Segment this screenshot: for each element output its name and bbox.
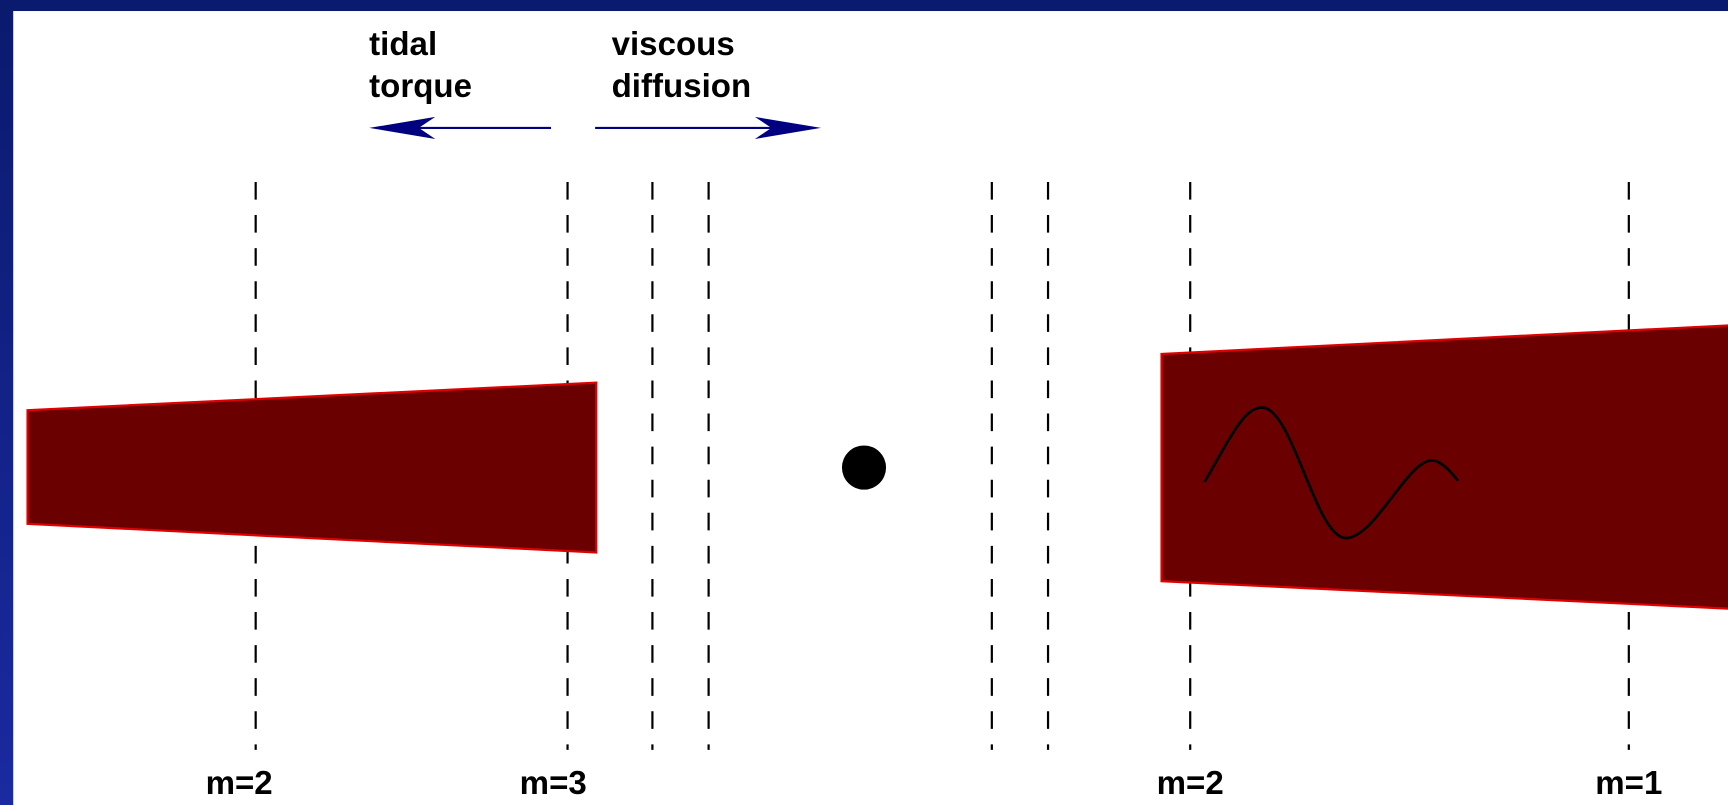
resonance-label: m=2: [206, 765, 273, 802]
arrow-label: viscous: [612, 26, 735, 63]
inner-disk: [26, 381, 598, 554]
arrow-label: torque: [369, 68, 472, 105]
resonance-label: m=2: [1157, 765, 1224, 802]
arrow-label: tidal: [369, 26, 437, 63]
resonance-label: m=1: [1595, 765, 1662, 802]
central-object: [841, 445, 887, 490]
arrow-label: diffusion: [612, 68, 752, 105]
arrows: [369, 116, 822, 139]
wave: [1203, 406, 1460, 540]
arrow-head: [369, 116, 436, 139]
dashed-lines: [254, 181, 1630, 750]
resonance-label: m=3: [520, 765, 587, 802]
arrow-head: [754, 116, 822, 139]
